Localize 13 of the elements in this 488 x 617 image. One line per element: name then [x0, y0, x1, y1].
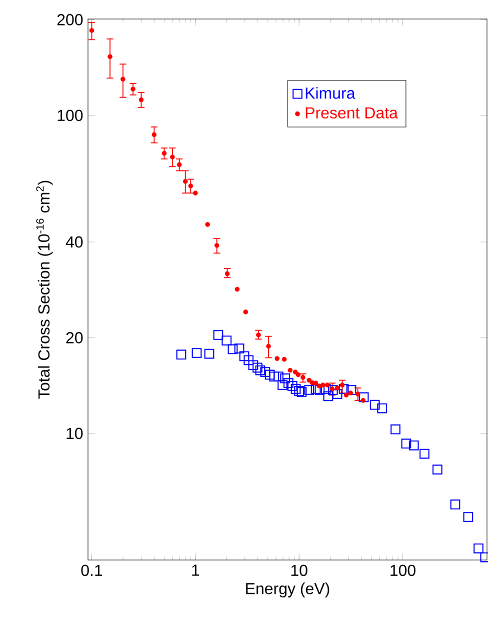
x-tick-label: 0.1 [81, 564, 102, 576]
y-tick-label: 100 [58, 110, 83, 122]
legend-label: Kimura [306, 87, 356, 99]
y-tick-label: 10 [66, 428, 83, 440]
x-tick-label: 100 [390, 564, 416, 576]
x-tick-label: 1 [192, 564, 200, 576]
x-tick-label: 10 [291, 564, 308, 576]
legend-label: Present Data [306, 107, 398, 118]
x-axis-title: Energy (eV) [246, 582, 330, 598]
y-tick-label: 20 [66, 332, 83, 344]
y-tick-label: 200 [57, 14, 83, 26]
y-tick-label: 40 [66, 236, 83, 248]
y-axis-title: Total Cross Section (10$^{-16}$ cm$^{2}$) [36, 180, 53, 399]
